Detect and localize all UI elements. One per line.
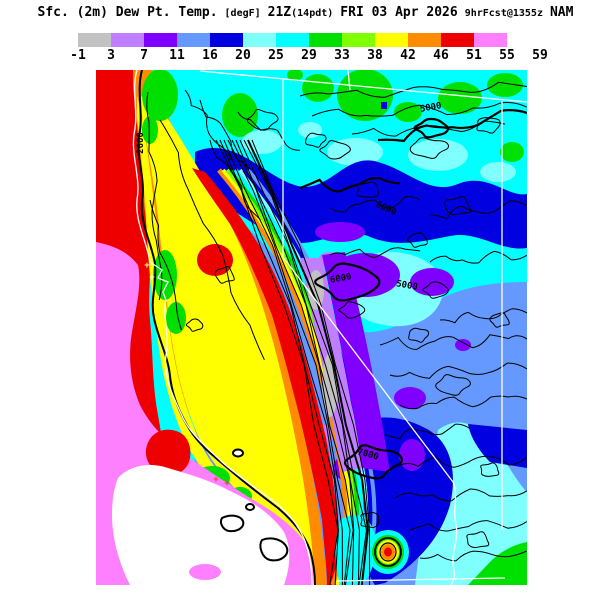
region-red-foothills (192, 168, 340, 585)
colorbar-segment (243, 33, 276, 47)
bullseye-warm-spot (367, 530, 409, 574)
title-date: FRI 03 Apr 2026 (340, 5, 458, 20)
colorbar-tick: 7 (140, 48, 148, 63)
region-purple-east-slope (322, 252, 390, 472)
colorbar-segment (342, 33, 375, 47)
title-product: Sfc. (2m) Dew Pt. Temp. (37, 5, 218, 20)
border-south-horizontal (336, 577, 506, 582)
colorbar-ticks: -1 3 7 11 16 20 25 29 33 38 42 46 51 55 59 (70, 48, 548, 64)
colorbar-segment (441, 33, 474, 47)
contour-lines (146, 81, 527, 585)
colorbar-segment (210, 33, 243, 47)
colorbar-segment (507, 33, 540, 47)
colorbar-tick: 59 (532, 48, 548, 63)
colorbar-tick: 11 (169, 48, 185, 63)
title-units: [degF] (224, 8, 261, 19)
state-borders (132, 70, 527, 585)
border-oregon-idaho (347, 70, 351, 91)
coastline-black (137, 70, 316, 585)
colorbar-tick: 16 (202, 48, 218, 63)
colorbar-segment (111, 33, 144, 47)
colorbar-segment (474, 33, 507, 47)
colorbar-segment (375, 33, 408, 47)
colorbar-tick: 51 (466, 48, 482, 63)
region-yellow-valley (137, 92, 315, 585)
colorbar-legend: -1 3 7 11 16 20 25 29 33 38 42 46 51 55 59 (70, 33, 548, 65)
colorbar-segment (276, 33, 309, 47)
title-forecast: 9hrFcst@1355z (464, 8, 543, 19)
colorbar-tick: 46 (433, 48, 449, 63)
region-red-valley-spot (197, 244, 233, 276)
border-oregon-42n (199, 70, 527, 103)
colorbar-tick: 33 (334, 48, 350, 63)
lake-dot (381, 102, 387, 109)
colorbar-tick: 20 (235, 48, 251, 63)
colorbar-tick: 55 (499, 48, 515, 63)
colorbar-segment (309, 33, 342, 47)
region-white-ocean (112, 465, 290, 585)
map-title: Sfc. (2m) Dew Pt. Temp. [degF] 21Z (14pdt… (0, 5, 611, 20)
colorbar-segment (78, 33, 111, 47)
region-red-in-pink (145, 429, 191, 476)
channel-islands (219, 448, 289, 562)
region-green-southeast-corner (468, 542, 527, 585)
colorbar-tick: -1 (70, 48, 86, 63)
colorbar-segment (408, 33, 441, 47)
colorbar-tick: 38 (367, 48, 383, 63)
title-valid-time: 21Z (14pdt) (267, 5, 334, 20)
colorbar-swatches (78, 33, 540, 47)
colorbar-tick: 3 (107, 48, 115, 63)
colorbar-segment (177, 33, 210, 47)
title-model: NAM (549, 5, 574, 20)
colorbar-tick: 25 (268, 48, 284, 63)
colorbar-tick: 29 (301, 48, 317, 63)
colorbar-segment (144, 33, 177, 47)
colorbar-tick: 42 (400, 48, 416, 63)
region-pink-islet (189, 564, 221, 580)
border-ca-nv-diagonal (282, 256, 454, 483)
coastline-white (132, 70, 313, 585)
gradient-band (217, 168, 348, 585)
